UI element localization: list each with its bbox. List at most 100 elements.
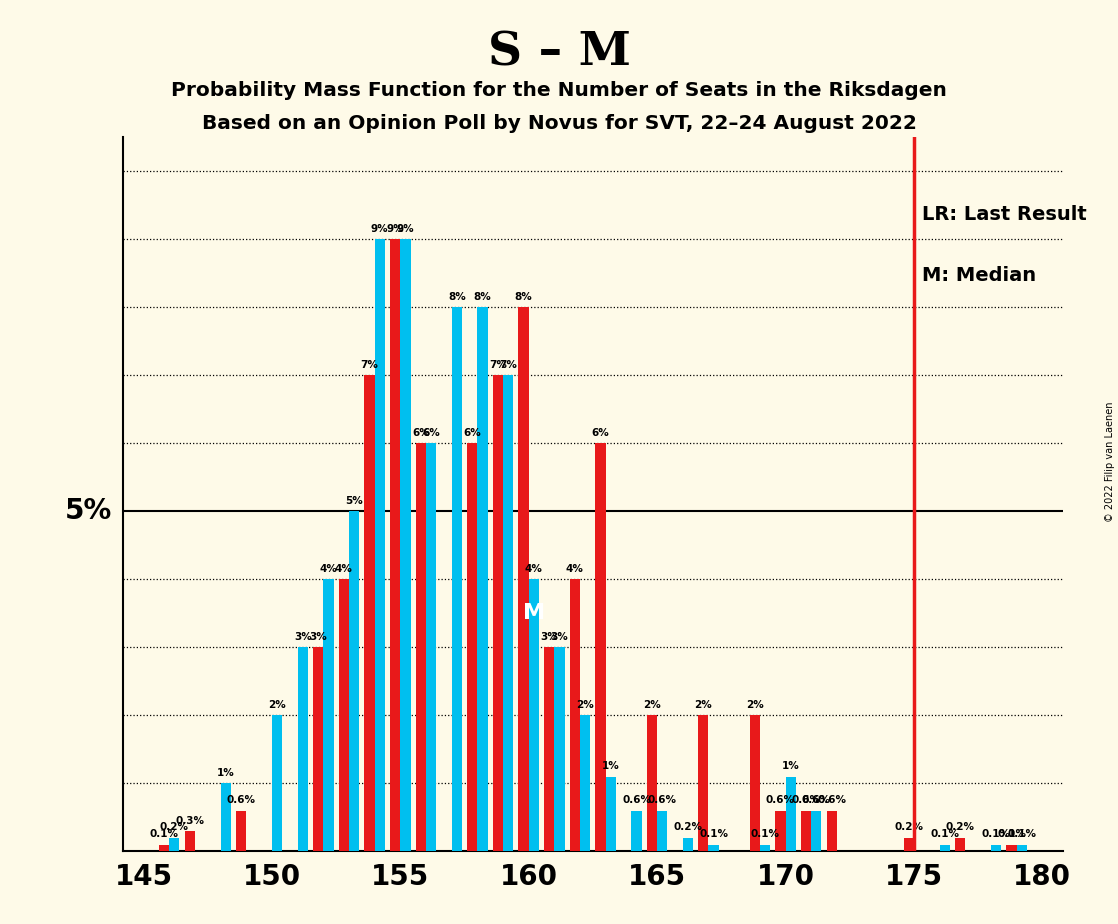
Text: 4%: 4% — [566, 564, 584, 574]
Bar — [826, 810, 837, 851]
Text: 6%: 6% — [463, 428, 481, 438]
Text: 0.1%: 0.1% — [982, 829, 1011, 839]
Bar — [939, 845, 950, 851]
Text: 0.1%: 0.1% — [150, 829, 179, 839]
Text: 2%: 2% — [643, 699, 661, 710]
Text: 8%: 8% — [474, 292, 491, 301]
Text: 2%: 2% — [694, 699, 712, 710]
Text: 0.1%: 0.1% — [1007, 829, 1036, 839]
Text: 1%: 1% — [781, 761, 799, 772]
Text: 3%: 3% — [540, 632, 558, 642]
Text: 0.6%: 0.6% — [647, 796, 676, 805]
Text: Probability Mass Function for the Number of Seats in the Riksdagen: Probability Mass Function for the Number… — [171, 81, 947, 101]
Bar — [416, 444, 426, 851]
Text: 0.2%: 0.2% — [673, 822, 702, 833]
Bar — [272, 715, 282, 851]
Text: 6%: 6% — [423, 428, 440, 438]
Bar — [400, 239, 410, 851]
Bar — [159, 845, 169, 851]
Text: 2%: 2% — [268, 699, 286, 710]
Text: 4%: 4% — [525, 564, 542, 574]
Text: © 2022 Filip van Laenen: © 2022 Filip van Laenen — [1105, 402, 1115, 522]
Bar — [570, 579, 580, 851]
Bar — [657, 810, 667, 851]
Text: 0.2%: 0.2% — [946, 822, 975, 833]
Bar — [220, 784, 230, 851]
Text: 0.6%: 0.6% — [766, 796, 795, 805]
Bar — [647, 715, 657, 851]
Bar — [426, 444, 436, 851]
Text: 6%: 6% — [591, 428, 609, 438]
Bar — [375, 239, 385, 851]
Text: 9%: 9% — [387, 224, 404, 234]
Text: 0.6%: 0.6% — [817, 796, 846, 805]
Bar — [991, 845, 1002, 851]
Bar — [169, 838, 180, 851]
Text: 0.1%: 0.1% — [930, 829, 959, 839]
Bar — [699, 715, 709, 851]
Bar — [749, 715, 760, 851]
Bar — [812, 810, 822, 851]
Text: 7%: 7% — [489, 359, 506, 370]
Text: 3%: 3% — [310, 632, 326, 642]
Text: 5%: 5% — [65, 497, 112, 525]
Text: 0.3%: 0.3% — [176, 816, 205, 825]
Text: 7%: 7% — [360, 359, 378, 370]
Bar — [606, 776, 616, 851]
Bar — [184, 831, 195, 851]
Text: 3%: 3% — [294, 632, 312, 642]
Text: Based on an Opinion Poll by Novus for SVT, 22–24 August 2022: Based on an Opinion Poll by Novus for SV… — [201, 114, 917, 133]
Text: M: Median: M: Median — [921, 266, 1035, 286]
Text: M: M — [523, 603, 544, 624]
Bar — [955, 838, 965, 851]
Bar — [467, 444, 477, 851]
Text: 6%: 6% — [411, 428, 429, 438]
Bar — [800, 810, 812, 851]
Text: 0.2%: 0.2% — [160, 822, 189, 833]
Bar — [313, 648, 323, 851]
Bar — [529, 579, 539, 851]
Text: 0.6%: 0.6% — [227, 796, 256, 805]
Text: 4%: 4% — [320, 564, 338, 574]
Bar — [760, 845, 770, 851]
Bar — [236, 810, 246, 851]
Bar — [580, 715, 590, 851]
Text: 1%: 1% — [601, 761, 619, 772]
Bar — [903, 838, 913, 851]
Bar — [544, 648, 555, 851]
Text: 5%: 5% — [345, 496, 363, 505]
Text: 0.1%: 0.1% — [997, 829, 1026, 839]
Bar — [364, 375, 375, 851]
Text: 8%: 8% — [514, 292, 532, 301]
Bar — [519, 307, 529, 851]
Bar — [477, 307, 487, 851]
Bar — [297, 648, 307, 851]
Text: 8%: 8% — [448, 292, 466, 301]
Bar — [709, 845, 719, 851]
Text: 7%: 7% — [500, 359, 518, 370]
Bar — [503, 375, 513, 851]
Text: 0.1%: 0.1% — [750, 829, 779, 839]
Text: 3%: 3% — [551, 632, 568, 642]
Bar — [452, 307, 462, 851]
Bar — [775, 810, 786, 851]
Text: 0.6%: 0.6% — [802, 796, 831, 805]
Bar — [339, 579, 349, 851]
Text: 4%: 4% — [335, 564, 353, 574]
Text: 0.1%: 0.1% — [699, 829, 728, 839]
Bar — [323, 579, 333, 851]
Bar — [683, 838, 693, 851]
Bar — [390, 239, 400, 851]
Text: 2%: 2% — [577, 699, 594, 710]
Text: 9%: 9% — [371, 224, 389, 234]
Text: 0.2%: 0.2% — [894, 822, 923, 833]
Bar — [1016, 845, 1027, 851]
Text: 9%: 9% — [397, 224, 415, 234]
Bar — [786, 776, 796, 851]
Bar — [555, 648, 565, 851]
Bar — [349, 511, 359, 851]
Text: 1%: 1% — [217, 768, 235, 778]
Bar — [596, 444, 606, 851]
Text: 0.6%: 0.6% — [792, 796, 821, 805]
Bar — [1006, 845, 1016, 851]
